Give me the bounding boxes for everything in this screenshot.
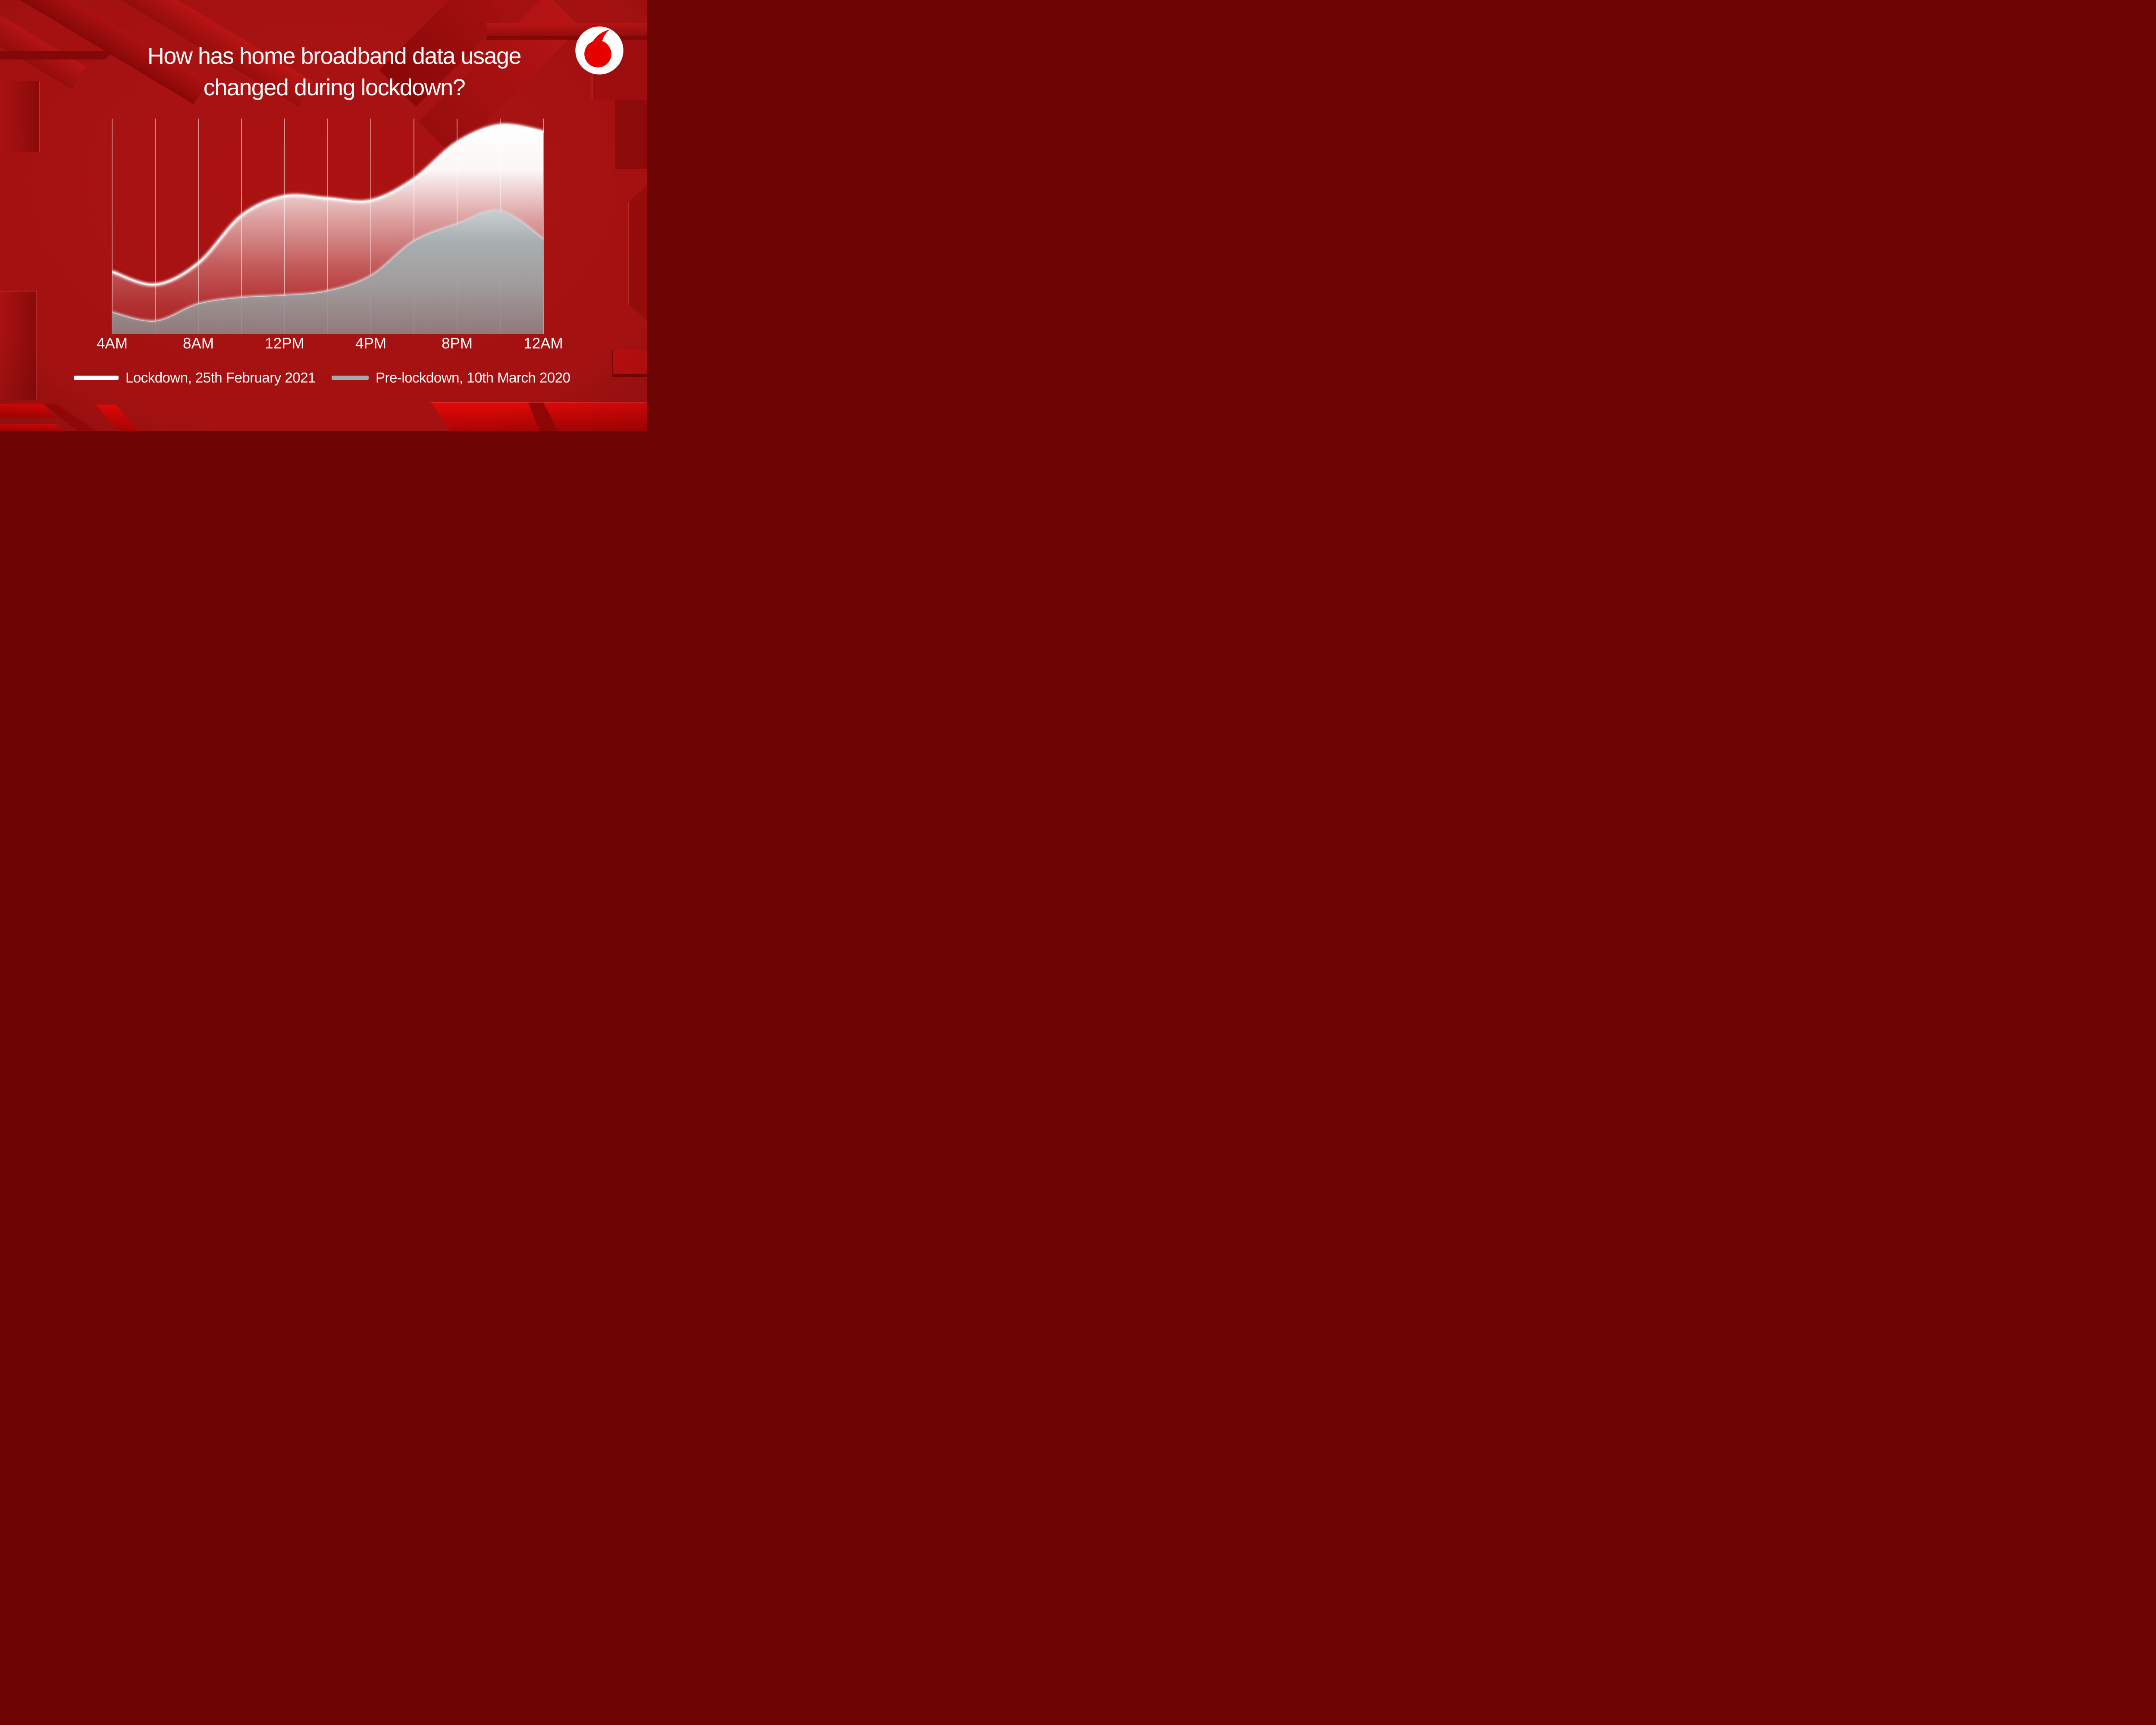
legend-swatch-pre-lockdown — [332, 376, 369, 380]
legend-label-lockdown: Lockdown, 25th February 2021 — [125, 370, 316, 386]
legend-label-pre-lockdown: Pre-lockdown, 10th March 2020 — [376, 370, 570, 386]
area-edge-lockdown — [112, 124, 544, 285]
x-axis-label: 12PM — [265, 335, 304, 352]
x-axis-label: 12AM — [523, 335, 563, 352]
vodafone-logo-icon — [575, 26, 624, 75]
page-title-line-1: How has home broadband data usage — [147, 43, 522, 69]
x-axis-label: 8AM — [183, 335, 214, 352]
legend-item-lockdown: Lockdown, 25th February 2021 — [74, 370, 316, 386]
x-axis-label: 4AM — [97, 335, 128, 352]
legend-swatch-lockdown — [74, 376, 119, 380]
infographic-canvas: How has home broadband data usage change… — [0, 0, 647, 431]
page-title-line-2: changed during lockdown? — [203, 75, 466, 101]
x-axis-label: 4PM — [355, 335, 386, 352]
area-edge-pre-lockdown — [112, 210, 544, 322]
usage-area-chart: 4AM 8AM 12PM 4PM 8PM 12AM — [97, 119, 563, 352]
legend-item-pre-lockdown: Pre-lockdown, 10th March 2020 — [332, 370, 570, 386]
area-pre-lockdown — [112, 211, 543, 334]
areas — [112, 123, 544, 334]
x-axis-label: 8PM — [442, 335, 473, 352]
x-axis-labels: 4AM 8AM 12PM 4PM 8PM 12AM — [97, 335, 563, 352]
page-title: How has home broadband data usage change… — [22, 41, 647, 104]
